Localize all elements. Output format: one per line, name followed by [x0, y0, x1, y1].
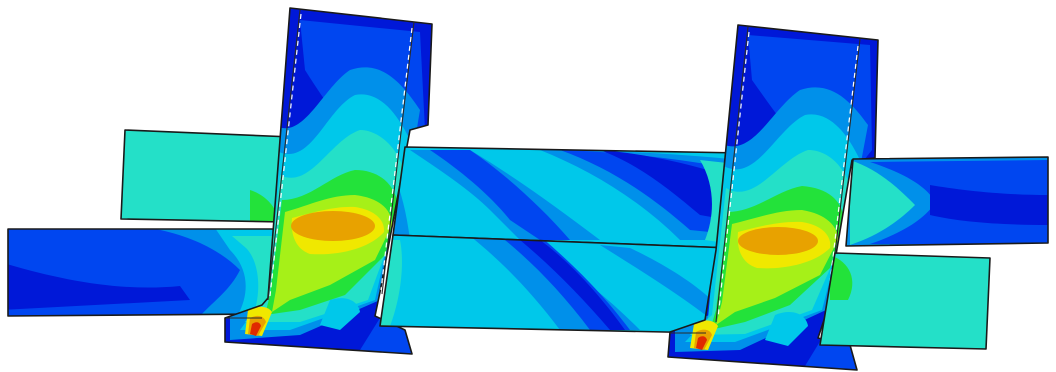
middle-lower-plate — [380, 235, 730, 333]
left-plate — [8, 229, 286, 316]
right-upper-plate — [846, 157, 1048, 246]
hotspot-core-right — [738, 227, 818, 255]
middle-upper-plate — [393, 147, 742, 248]
right-upper-plate-outline — [845, 156, 1049, 247]
hotspot-corner-left — [250, 322, 261, 336]
hotspot-core-left — [291, 211, 375, 241]
left-bolt-outline — [224, 7, 433, 355]
hotspot-corner-right — [696, 336, 707, 350]
left-upper-block — [121, 130, 292, 222]
right-lower-block-outline — [819, 252, 991, 350]
right-lower-block — [820, 253, 990, 349]
